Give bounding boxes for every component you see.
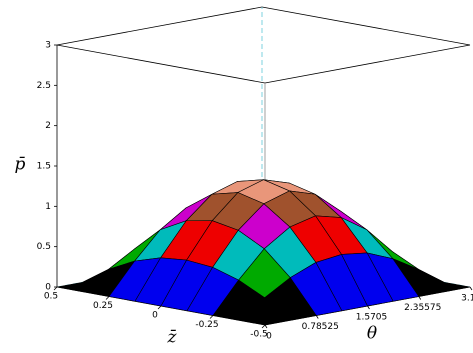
x2-tick-label: 2.35575: [404, 303, 441, 313]
x2-tick: [418, 296, 422, 300]
y-tick-label: 1.5: [37, 162, 51, 172]
y-tick-label: 0: [45, 283, 51, 293]
x2-axis-title: θ: [367, 324, 377, 344]
y-tick-label: 0.5: [37, 242, 51, 252]
y-tick-label: 3: [45, 41, 51, 51]
x2-tick: [264, 324, 268, 329]
y-axis-title: p̄: [15, 155, 26, 175]
box-edge: [56, 6, 263, 46]
x-tick: [209, 315, 214, 319]
y-tick-label: 2: [45, 121, 51, 131]
x-tick: [157, 305, 162, 310]
x-tick: [105, 296, 110, 300]
x-axis-title: z̄: [167, 328, 178, 348]
box-edge: [264, 44, 471, 84]
y-tick-label: 2.5: [37, 81, 51, 91]
x2-tick: [469, 286, 473, 291]
x2-tick-label: 0: [266, 332, 272, 342]
x2-tick-label: 1.5705: [356, 313, 388, 323]
x-tick-label: -0.25: [195, 320, 218, 330]
surface-facet: [238, 297, 292, 326]
x-tick: [261, 324, 266, 329]
box-edge: [261, 6, 471, 46]
x-tick-label: 0.25: [93, 301, 113, 311]
x2-tick: [367, 305, 370, 310]
box-edge: [56, 44, 266, 84]
x2-tick: [315, 315, 319, 319]
x-tick-label: 0.5: [44, 292, 58, 302]
x2-tick-label: 0.78525: [302, 322, 339, 332]
x-tick: [53, 286, 58, 291]
x-tick-label: -0.5: [250, 330, 268, 340]
x2-tick-label: 3.141: [461, 294, 473, 304]
x-tick-label: 0: [152, 311, 158, 321]
y-tick-label: 1: [45, 202, 51, 212]
